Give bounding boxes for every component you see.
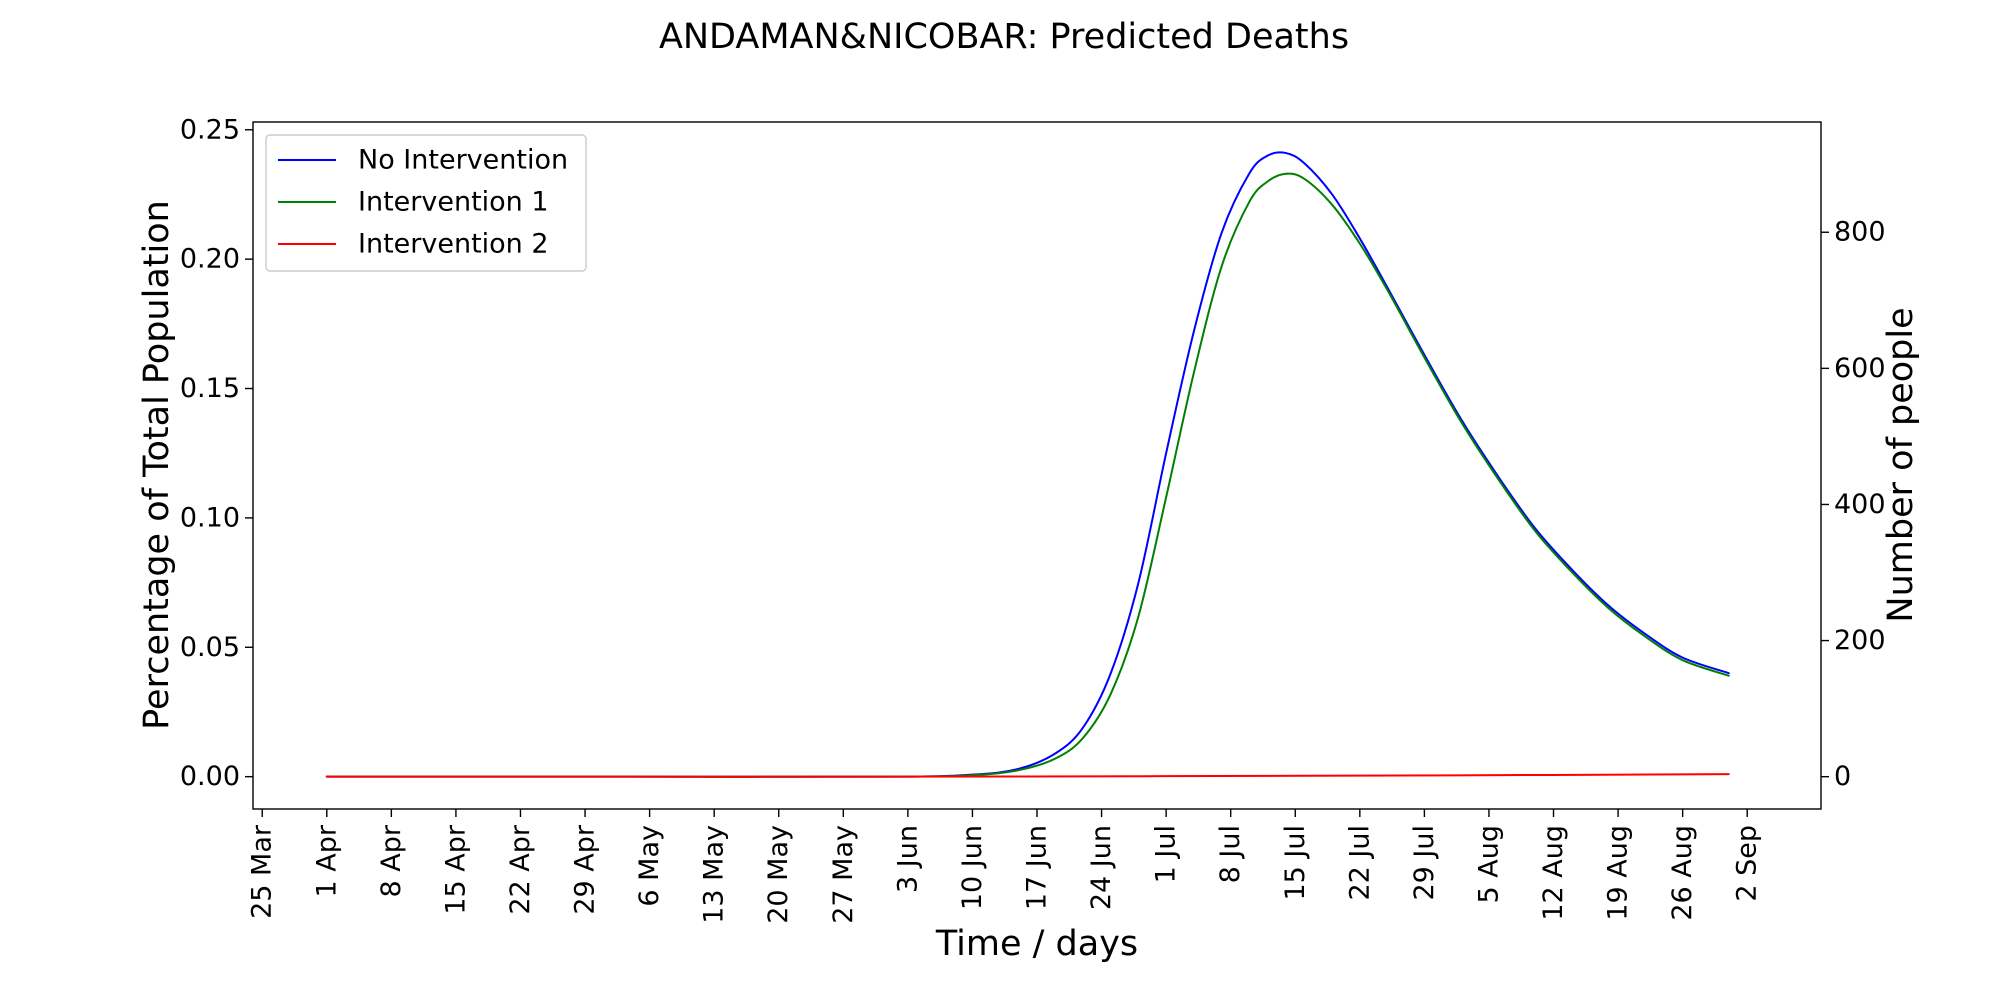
x-tick-label: 20 May xyxy=(763,825,794,924)
chart-title: ANDAMAN&NICOBAR: Predicted Deaths xyxy=(659,17,1349,57)
x-tick-label: 8 Jul xyxy=(1215,825,1246,883)
x-tick-label: 2 Sep xyxy=(1732,825,1763,902)
series-line-3 xyxy=(325,773,1730,778)
y2-tick-label: 200 xyxy=(1834,625,1886,656)
x-tick-label: 17 Jun xyxy=(1022,825,1053,910)
x-tick-label: 24 Jun xyxy=(1086,825,1117,910)
x-axis: 25 Mar 1 Apr 8 Apr 15 Apr 22 Apr 29 Apr 6 May 1… xyxy=(247,809,1763,924)
y2-axis: 0 200 400 600 800 xyxy=(1821,217,1886,792)
x-tick-label: 8 Apr xyxy=(376,824,407,897)
y-tick-label: 0.10 xyxy=(180,502,240,533)
x-axis-title: Time / days xyxy=(935,924,1138,964)
y-tick-label: 0.00 xyxy=(180,761,240,792)
y2-tick-label: 400 xyxy=(1834,489,1886,520)
x-tick-label: 22 Apr xyxy=(505,824,536,915)
y-tick-label: 0.15 xyxy=(180,373,240,404)
series-layer xyxy=(325,151,1730,778)
x-tick-label: 26 Aug xyxy=(1667,825,1698,921)
x-tick-label: 27 May xyxy=(828,825,859,924)
x-tick-label: 13 May xyxy=(699,825,730,924)
x-tick-label: 22 Jul xyxy=(1344,825,1375,901)
x-tick-label: 15 Jul xyxy=(1280,825,1311,901)
y-axis: 0.00 0.05 0.10 0.15 0.20 0.25 xyxy=(180,114,253,792)
series-line-2 xyxy=(325,172,1730,778)
x-tick-label: 29 Apr xyxy=(570,824,601,915)
legend: No Intervention Intervention 1 Interventio… xyxy=(265,134,587,272)
y-axis-title: Percentage of Total Population xyxy=(137,200,177,730)
y2-axis-title: Number of people xyxy=(1881,307,1921,622)
x-tick-label: 5 Aug xyxy=(1473,825,1504,903)
legend-label-2: Intervention 1 xyxy=(358,187,549,218)
y-tick-label: 0.05 xyxy=(180,632,240,663)
x-tick-label: 3 Jun xyxy=(892,825,923,893)
y-tick-label: 0.25 xyxy=(180,114,240,145)
y2-tick-label: 0 xyxy=(1834,761,1851,792)
x-tick-label: 15 Apr xyxy=(440,824,471,915)
y-tick-label: 0.20 xyxy=(180,244,240,275)
legend-label-1: No Intervention xyxy=(358,145,568,176)
x-tick-label: 19 Aug xyxy=(1603,825,1634,921)
x-tick-label: 25 Mar xyxy=(247,824,278,919)
y2-tick-label: 600 xyxy=(1834,353,1886,384)
x-tick-label: 29 Jul xyxy=(1409,825,1440,901)
legend-box xyxy=(265,134,587,272)
x-tick-label: 6 May xyxy=(634,825,665,907)
y2-tick-label: 800 xyxy=(1834,217,1886,248)
x-tick-label: 1 Jul xyxy=(1151,825,1182,883)
legend-label-3: Intervention 2 xyxy=(358,229,549,260)
x-tick-label: 12 Aug xyxy=(1538,825,1569,921)
legend-items: No Intervention Intervention 1 Interventio… xyxy=(278,145,568,260)
x-tick-label: 1 Apr xyxy=(311,824,342,897)
x-tick-label: 10 Jun xyxy=(957,825,988,910)
